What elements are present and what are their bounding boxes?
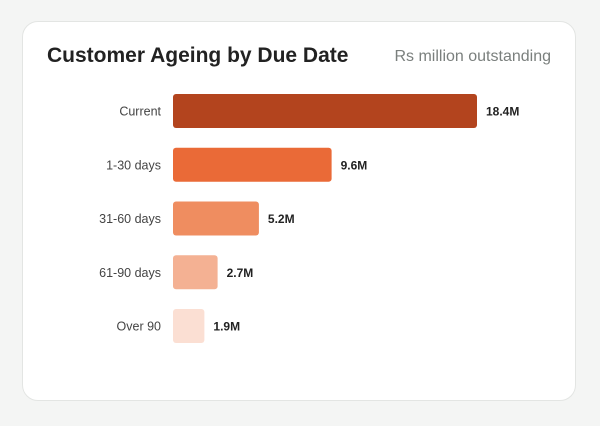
chart-card: Customer Ageing by Due Date Rs million o… — [22, 21, 576, 401]
value-label: 2.7M — [227, 266, 254, 280]
category-label: 1-30 days — [106, 158, 161, 172]
bar[interactable] — [173, 255, 218, 290]
category-label: Over 90 — [117, 320, 162, 334]
value-label: 18.4M — [486, 105, 519, 119]
category-label: 61-90 days — [99, 266, 161, 280]
value-label: 9.6M — [341, 158, 368, 172]
category-label: 31-60 days — [99, 212, 161, 226]
chart-title: Customer Ageing by Due Date — [47, 44, 349, 67]
bar[interactable] — [173, 94, 477, 128]
bar[interactable] — [173, 309, 205, 343]
value-label: 5.2M — [268, 212, 295, 226]
value-label: 1.9M — [213, 320, 240, 334]
bar[interactable] — [173, 147, 332, 182]
bar[interactable] — [173, 201, 259, 236]
chart-subtitle: Rs million outstanding — [394, 48, 551, 65]
category-label: Current — [119, 105, 161, 119]
